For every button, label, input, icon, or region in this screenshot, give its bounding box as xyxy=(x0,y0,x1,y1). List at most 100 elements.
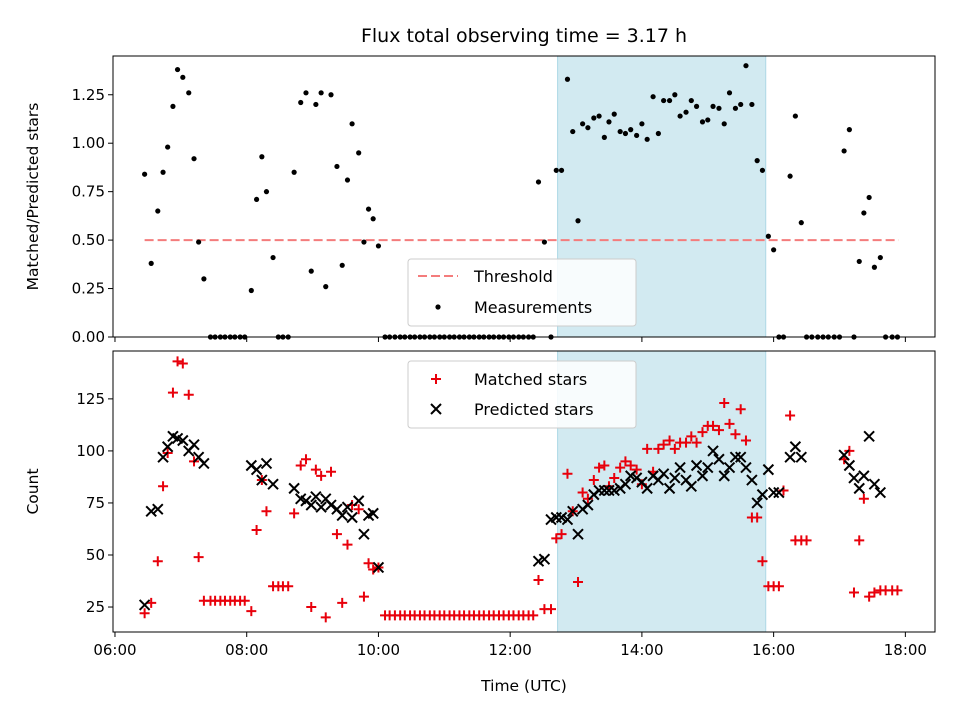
data-point xyxy=(628,127,634,133)
data-point xyxy=(580,121,586,127)
y-tick-label: 75 xyxy=(86,494,105,512)
data-point xyxy=(877,254,883,261)
data-point xyxy=(315,501,327,513)
data-point xyxy=(868,478,881,490)
data-point xyxy=(863,430,875,443)
data-point xyxy=(375,243,382,249)
data-point xyxy=(582,499,594,511)
data-point xyxy=(577,487,588,498)
legend-label: Threshold xyxy=(473,267,553,286)
data-point xyxy=(541,239,548,245)
data-point xyxy=(538,553,551,565)
data-point xyxy=(732,105,739,111)
data-point xyxy=(856,258,862,265)
data-point xyxy=(161,441,174,453)
data-point xyxy=(664,435,675,446)
data-point xyxy=(564,76,571,82)
data-point xyxy=(180,74,186,80)
data-point xyxy=(740,435,751,446)
data-point xyxy=(644,136,650,142)
data-point xyxy=(551,533,562,544)
x-axis-label: Time (UTC) xyxy=(480,677,567,695)
data-point xyxy=(721,121,727,127)
data-point xyxy=(251,525,262,536)
data-point xyxy=(871,264,878,270)
data-point xyxy=(773,486,785,499)
data-point xyxy=(864,591,875,602)
data-point xyxy=(196,239,202,245)
data-point xyxy=(174,66,181,73)
data-point xyxy=(601,134,607,140)
data-point xyxy=(370,216,376,222)
data-point xyxy=(743,63,749,69)
data-point xyxy=(724,418,735,429)
data-point xyxy=(326,466,337,477)
data-point xyxy=(186,90,192,96)
data-point xyxy=(562,468,573,479)
data-point xyxy=(693,103,700,109)
data-point xyxy=(553,167,559,173)
legend: Matched stars Predicted stars xyxy=(407,360,637,429)
data-point xyxy=(177,434,189,447)
data-point xyxy=(344,177,351,183)
data-point xyxy=(575,218,581,224)
data-point xyxy=(699,119,706,125)
data-point xyxy=(734,451,747,463)
data-point xyxy=(145,505,157,517)
y-tick-label: 0.25 xyxy=(72,280,105,298)
data-point xyxy=(334,163,340,170)
data-point xyxy=(588,475,599,486)
data-point xyxy=(795,451,808,463)
legend-label: Measurements xyxy=(474,298,592,317)
data-point xyxy=(573,577,584,588)
data-point xyxy=(691,437,702,448)
data-point xyxy=(801,535,812,546)
data-point xyxy=(650,94,656,100)
data-point xyxy=(718,470,730,482)
data-point xyxy=(177,358,188,369)
data-point xyxy=(657,468,670,480)
data-point xyxy=(838,449,850,461)
data-point xyxy=(339,262,345,268)
data-point xyxy=(363,558,374,569)
data-point xyxy=(843,459,856,472)
data-point xyxy=(759,167,766,173)
y-tick-label: 25 xyxy=(86,598,105,616)
data-point xyxy=(288,482,300,495)
data-point xyxy=(318,90,324,96)
legend: Threshold Measurements xyxy=(407,258,637,327)
data-point xyxy=(854,535,865,546)
data-point xyxy=(172,356,183,367)
x-tick-label: 14:00 xyxy=(620,641,663,659)
data-point xyxy=(188,438,200,451)
data-point xyxy=(735,404,746,415)
data-point xyxy=(634,132,640,139)
data-point xyxy=(356,150,362,156)
data-point xyxy=(165,144,171,150)
data-point xyxy=(716,105,722,111)
data-point xyxy=(620,456,631,467)
data-point xyxy=(291,169,297,175)
data-point xyxy=(655,130,661,137)
legend-box xyxy=(407,258,637,327)
data-point xyxy=(148,260,154,266)
legend-label: Predicted stars xyxy=(474,400,594,419)
data-point xyxy=(198,457,210,470)
data-point xyxy=(723,461,736,474)
data-point xyxy=(641,482,653,495)
series-predicted-stars xyxy=(138,430,887,611)
data-point xyxy=(713,425,724,436)
data-point xyxy=(653,443,664,454)
data-point xyxy=(690,459,703,472)
chart-title: Flux total observing time = 3.17 h xyxy=(361,25,687,47)
data-point xyxy=(246,606,257,617)
data-point xyxy=(310,490,322,503)
data-point xyxy=(138,599,151,611)
series-matched-stars xyxy=(139,356,903,623)
data-point xyxy=(798,220,804,226)
data-point xyxy=(594,462,605,473)
legend-box xyxy=(407,360,637,429)
x-tick-label: 08:00 xyxy=(225,641,268,659)
data-point xyxy=(323,284,329,290)
